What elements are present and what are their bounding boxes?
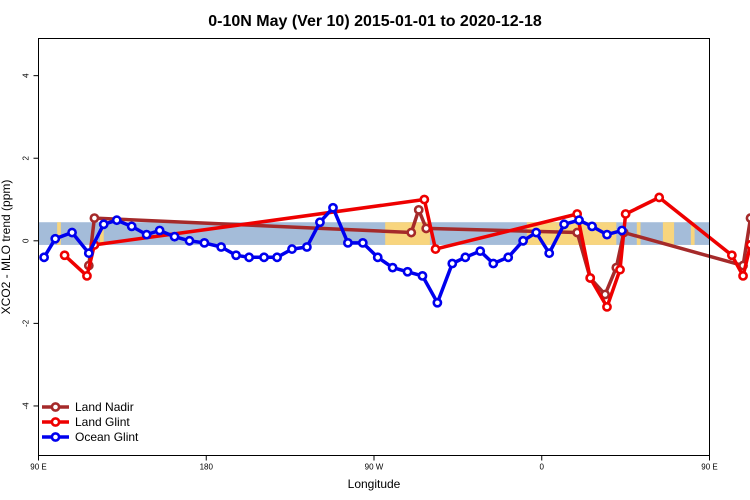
x-tick-label: 180: [200, 463, 214, 472]
data-point-ocean-glint: [518, 235, 529, 246]
series-line-land-glint: [63, 195, 750, 309]
data-point-land-nadir: [89, 213, 100, 223]
legend-item-land-nadir: Land Nadir: [42, 400, 134, 414]
data-point-ocean-glint: [447, 258, 458, 269]
data-point-land-nadir: [413, 204, 424, 215]
y-tick-label: -4: [22, 402, 31, 410]
legend-label: Ocean Glint: [75, 430, 139, 444]
data-point-ocean-glint: [83, 248, 94, 259]
data-point-ocean-glint: [387, 262, 398, 273]
data-point-land-glint: [615, 264, 625, 275]
data-point-ocean-glint: [231, 250, 241, 261]
data-point-ocean-glint: [357, 237, 368, 248]
legend-swatch-marker: [50, 402, 61, 412]
y-tick-label: 2: [22, 155, 31, 160]
data-point-ocean-glint: [287, 244, 297, 254]
data-point-ocean-glint: [475, 246, 486, 257]
data-point-ocean-glint: [216, 242, 227, 252]
data-point-ocean-glint: [372, 252, 383, 263]
plot-frame: [38, 38, 710, 456]
legend-swatch-marker: [50, 417, 61, 427]
data-point-ocean-glint: [587, 221, 597, 232]
data-point-ocean-glint: [544, 248, 555, 259]
y-axis: -4 -2 0 2 4: [22, 73, 39, 410]
land-band-segment: [526, 222, 557, 245]
land-band-segment: [662, 222, 675, 245]
data-point-ocean-glint: [315, 217, 325, 228]
data-point-ocean-glint: [111, 215, 122, 226]
data-point-ocean-glint: [432, 297, 443, 308]
data-point-ocean-glint: [98, 219, 109, 230]
data-point-land-glint: [419, 194, 430, 205]
land-band-segment: [636, 222, 641, 245]
data-point-ocean-glint: [272, 252, 282, 263]
data-point-land-glint: [654, 192, 665, 203]
x-tick-label: 0: [540, 463, 545, 472]
data-point-ocean-glint: [141, 229, 152, 240]
data-point-ocean-glint: [503, 252, 514, 263]
legend-swatch-marker: [50, 432, 61, 442]
data-point-ocean-glint: [244, 252, 255, 263]
data-point-ocean-glint: [301, 242, 312, 252]
x-tick-label: 90 E: [701, 463, 717, 472]
data-point-land-nadir: [406, 227, 417, 238]
data-point-land-glint: [738, 271, 748, 281]
data-point-land-nadir: [745, 213, 750, 223]
legend-label: Land Nadir: [75, 400, 134, 414]
data-point-land-glint: [82, 271, 92, 281]
data-point-land-glint: [430, 244, 441, 254]
y-axis-label: XCO2 - MLO trend (ppm): [0, 180, 13, 315]
data-point-ocean-glint: [154, 225, 165, 236]
land-band-segment: [100, 222, 104, 245]
data-point-land-glint: [59, 250, 70, 261]
data-point-ocean-glint: [616, 225, 627, 236]
data-point-ocean-glint: [126, 221, 137, 232]
x-axis: 90 E 180 90 W 0 90 E: [30, 455, 718, 472]
x-axis-label: Longitude: [348, 477, 401, 491]
series-ocean-glint: [39, 202, 627, 308]
data-point-ocean-glint: [184, 235, 195, 246]
data-point-land-glint: [726, 250, 737, 261]
data-point-land-glint: [745, 240, 750, 250]
data-point-ocean-glint: [328, 202, 338, 213]
data-point-ocean-glint: [343, 237, 353, 248]
x-tick-label: 90 W: [365, 463, 384, 472]
data-point-ocean-glint: [531, 227, 542, 238]
series-land-glint: [59, 192, 750, 312]
data-point-ocean-glint: [259, 252, 269, 263]
legend-item-ocean-glint: Ocean Glint: [42, 430, 139, 444]
series-layer: [39, 192, 750, 312]
data-point-land-glint: [585, 273, 596, 283]
data-point-ocean-glint: [417, 271, 428, 281]
data-point-ocean-glint: [169, 231, 180, 242]
data-point-ocean-glint: [39, 252, 49, 263]
data-point-ocean-glint: [574, 215, 584, 226]
data-point-ocean-glint: [50, 233, 61, 244]
data-point-land-glint: [620, 209, 631, 219]
land-band-segment: [556, 222, 617, 245]
y-tick-label: 0: [22, 238, 31, 243]
x-tick-label: 90 E: [30, 463, 46, 472]
data-point-ocean-glint: [559, 219, 570, 230]
data-point-ocean-glint: [460, 252, 471, 263]
data-point-ocean-glint: [488, 258, 499, 269]
data-point-ocean-glint: [199, 237, 210, 248]
y-tick-label: 4: [22, 73, 31, 78]
series-land-nadir: [83, 204, 750, 300]
y-tick-label: -2: [22, 319, 31, 327]
land-band-segment: [57, 222, 61, 245]
land-band-segment: [690, 222, 695, 245]
data-point-ocean-glint: [67, 227, 77, 238]
data-point-ocean-glint: [602, 229, 612, 240]
data-point-ocean-glint: [402, 266, 413, 277]
series-line-land-nadir: [87, 208, 750, 297]
chart-title: 0-10N May (Ver 10) 2015-01-01 to 2020-12…: [208, 13, 542, 30]
legend-item-land-glint: Land Glint: [42, 415, 130, 429]
data-point-land-glint: [602, 301, 612, 312]
legend-label: Land Glint: [75, 415, 130, 429]
